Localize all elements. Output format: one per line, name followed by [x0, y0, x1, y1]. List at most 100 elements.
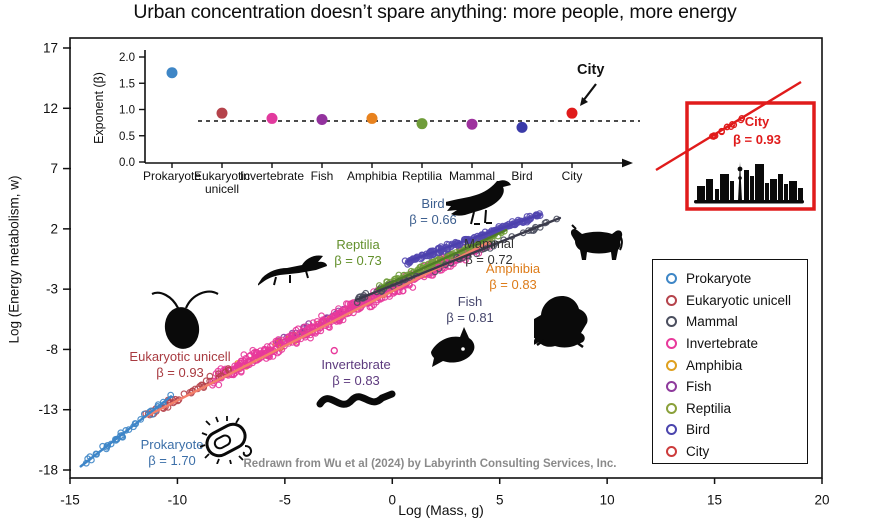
- legend-label: Prokaryote: [686, 271, 752, 287]
- crocodile-icon: [258, 255, 327, 286]
- svg-text:0.5: 0.5: [119, 131, 135, 143]
- inset-point-fish: [316, 113, 328, 125]
- annotation-label: Mammal: [464, 236, 514, 251]
- crow-icon: [446, 180, 511, 225]
- legend-item-invertebrate: Invertebrate: [666, 333, 807, 355]
- beta-annotation-reptilia: Reptilia β = 0.73: [334, 237, 382, 269]
- beta-annotation-mammal: Mammal β = 0.72: [464, 236, 514, 268]
- svg-text:unicell: unicell: [205, 182, 239, 196]
- trend-bird: [406, 213, 542, 263]
- svg-text:15: 15: [707, 493, 722, 508]
- svg-text:10: 10: [600, 493, 615, 508]
- svg-text:Prokaryote: Prokaryote: [143, 169, 201, 183]
- annotation-label: Eukaryotic unicell: [129, 349, 231, 364]
- annotation-beta-value: β = 0.73: [334, 253, 382, 268]
- inset-point-eukaryotic-unicell: [216, 107, 228, 119]
- svg-text:Amphibia: Amphibia: [347, 169, 397, 183]
- inset-point-amphibia: [366, 112, 378, 124]
- legend-label: Reptilia: [686, 400, 732, 416]
- beta-annotation-prokaryote: Prokaryote β = 1.70: [141, 437, 204, 469]
- bacterium-icon: [200, 416, 253, 464]
- svg-text:1.5: 1.5: [119, 78, 135, 90]
- legend-marker-icon: [666, 424, 677, 436]
- annotation-label: Reptilia: [336, 237, 380, 252]
- legend: Prokaryote Eukaryotic unicell Mammal Invert…: [652, 259, 808, 464]
- legend-item-mammal: Mammal: [666, 311, 807, 333]
- attribution-text: Redrawn from Wu et al (2024) by Labyrint…: [243, 458, 617, 470]
- svg-text:-10: -10: [168, 493, 188, 508]
- svg-text:Bird: Bird: [511, 169, 532, 183]
- inset-point-city: [566, 107, 578, 119]
- inset-city-callout: City: [577, 62, 605, 78]
- legend-marker-icon: [666, 446, 677, 458]
- legend-item-eukaryotic-unicell: Eukaryotic unicell: [666, 290, 807, 312]
- legend-marker-icon: [666, 359, 677, 371]
- annotation-label: Invertebrate: [321, 357, 391, 372]
- svg-text:-8: -8: [46, 342, 58, 357]
- svg-text:2.0: 2.0: [119, 52, 135, 64]
- x-axis-label: Log (Mass, g): [398, 502, 484, 518]
- svg-text:17: 17: [43, 41, 58, 56]
- legend-label: Bird: [686, 422, 711, 438]
- y-axis-label: Log (Energy metabolism, w): [6, 175, 22, 344]
- x-axis-ticks: -15 -10 -5 0 5 10 15 20: [60, 478, 830, 508]
- svg-text:Mammal: Mammal: [449, 169, 495, 183]
- legend-label: Fish: [686, 379, 712, 395]
- annotation-beta-value: β = 1.70: [148, 453, 196, 468]
- annotation-beta-value: β = 0.66: [409, 212, 457, 227]
- legend-marker-icon: [666, 294, 677, 306]
- svg-text:-5: -5: [279, 493, 291, 508]
- inset-point-bird: [516, 121, 528, 133]
- city-box-beta: β = 0.93: [732, 132, 782, 147]
- beta-annotation-amphibia: Amphibia β = 0.83: [486, 261, 540, 293]
- legend-item-prokaryote: Prokaryote: [666, 268, 807, 290]
- trend-reptilia: [376, 228, 508, 291]
- legend-item-bird: Bird: [666, 419, 807, 441]
- legend-item-fish: Fish: [666, 376, 807, 398]
- trend-mammal: [354, 216, 562, 302]
- plot-border: [69, 37, 823, 479]
- legend-marker-icon: [666, 273, 677, 285]
- frog-icon: [534, 296, 588, 348]
- svg-text:12: 12: [43, 101, 58, 116]
- svg-text:-13: -13: [38, 402, 58, 417]
- trend-invertebrate: [143, 240, 491, 419]
- svg-text:Reptilia: Reptilia: [402, 169, 442, 183]
- annotation-label: Amphibia: [485, 261, 541, 276]
- svg-text:Fish: Fish: [311, 169, 334, 183]
- annotation-beta-value: β = 0.83: [332, 373, 380, 388]
- city-skyline-icon: [694, 162, 804, 204]
- legend-marker-icon: [666, 402, 677, 414]
- cow-icon: [570, 224, 623, 260]
- y-axis-ticks: 17 12 7 2 -3 -8 -13 -18: [38, 41, 71, 478]
- svg-text:5: 5: [496, 493, 504, 508]
- legend-item-city: City: [666, 441, 807, 463]
- svg-text:Eukaryotic: Eukaryotic: [194, 169, 250, 183]
- svg-text:-15: -15: [60, 493, 80, 508]
- legend-marker-icon: [666, 381, 677, 393]
- beta-annotation-invertebrate: Invertebrate β = 0.83: [321, 357, 390, 389]
- annotation-beta-value: β = 0.83: [489, 277, 537, 292]
- inset-point-reptilia: [416, 118, 428, 130]
- annotation-label: Fish: [457, 294, 483, 309]
- legend-item-reptilia: Reptilia: [666, 398, 807, 420]
- legend-item-amphibia: Amphibia: [666, 354, 807, 376]
- svg-text:7: 7: [50, 161, 58, 176]
- inset-y-axis-label: Exponent (β): [92, 72, 106, 144]
- annotation-beta-value: β = 0.72: [465, 252, 513, 267]
- annotation-label: Prokaryote: [140, 437, 204, 452]
- trend-prokaryote: [79, 395, 173, 468]
- inset-point-prokaryote: [166, 67, 178, 79]
- city-box: [655, 80, 816, 211]
- legend-marker-icon: [666, 338, 677, 350]
- city-box-label: City: [744, 114, 770, 129]
- beta-annotation-fish: Fish β = 0.81: [446, 294, 494, 326]
- svg-text:Invertebrate: Invertebrate: [240, 169, 304, 183]
- svg-text:0.0: 0.0: [119, 157, 135, 169]
- legend-label: Eukaryotic unicell: [686, 292, 792, 308]
- svg-text:-18: -18: [38, 463, 58, 478]
- svg-text:1.0: 1.0: [119, 105, 135, 117]
- inset-point-mammal: [466, 118, 478, 130]
